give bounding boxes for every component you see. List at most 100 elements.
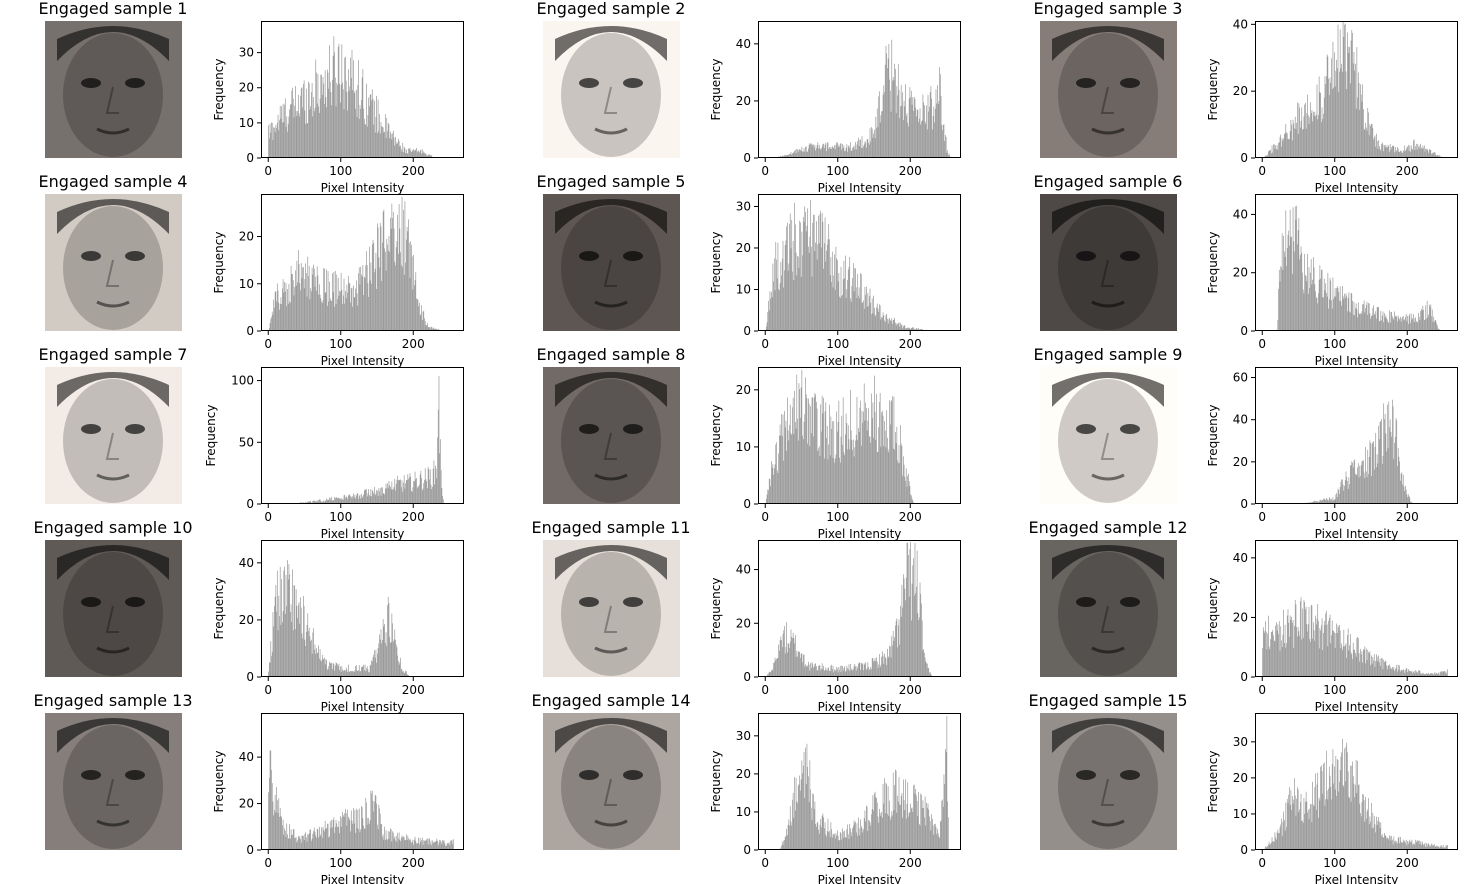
histogram-bar	[881, 412, 882, 504]
histogram-bar	[360, 829, 362, 850]
histogram-bar	[415, 840, 417, 850]
histogram-bar	[408, 477, 410, 504]
histogram-bar	[1344, 23, 1346, 158]
histogram-bar	[1285, 647, 1287, 677]
histogram-bar	[893, 396, 895, 504]
histogram-bar	[426, 481, 428, 504]
histogram-bar	[924, 796, 926, 850]
histogram-bar	[876, 108, 878, 158]
histogram-bar	[315, 59, 317, 158]
histogram-bar	[1302, 820, 1303, 850]
histogram-bar	[420, 842, 422, 850]
histogram-bar	[1349, 46, 1350, 158]
histogram-bar	[845, 255, 846, 331]
y-axis-label: Frequency	[709, 405, 723, 467]
histogram-bar	[1437, 328, 1439, 331]
axes-frame	[1255, 540, 1458, 677]
histogram-bar	[332, 669, 333, 677]
histogram-bar	[1273, 144, 1275, 158]
histogram-bar	[792, 637, 793, 677]
y-tick-label: 20	[1233, 84, 1248, 98]
histogram-bar	[1427, 843, 1429, 850]
histogram-bar	[879, 654, 880, 677]
histogram-bar	[294, 287, 296, 331]
histogram-bar	[858, 146, 860, 158]
histogram-bar	[842, 147, 844, 158]
histogram-bar	[382, 211, 384, 331]
histogram-bar	[1342, 479, 1343, 504]
histogram-bar	[816, 826, 817, 850]
histogram-bar	[872, 137, 874, 158]
histogram-bar	[380, 824, 382, 850]
histogram-bar	[1406, 845, 1408, 850]
histogram-bar	[912, 500, 914, 504]
histogram-bar	[408, 148, 410, 158]
histogram-bar	[1423, 845, 1424, 850]
histogram-bar	[318, 500, 319, 504]
histogram-bar	[1284, 819, 1285, 850]
histogram-bar	[823, 148, 825, 158]
histogram-bar	[1357, 302, 1359, 331]
histogram-bar	[1271, 837, 1273, 850]
histogram-bar	[348, 495, 349, 504]
histogram-bar	[800, 790, 801, 850]
histogram-bar	[310, 106, 312, 158]
sample-title: Engaged sample 4	[38, 172, 188, 191]
histogram-bar	[349, 283, 351, 331]
histogram-bar	[1399, 151, 1400, 158]
histogram-bar	[429, 155, 431, 158]
histogram-bar	[305, 273, 307, 331]
histogram-bar	[334, 306, 335, 331]
histogram-bar	[313, 628, 314, 677]
histogram-bar	[792, 153, 794, 158]
histogram-bar	[1411, 670, 1413, 677]
histogram-bar	[364, 664, 366, 677]
histogram-bar	[1403, 486, 1405, 504]
histogram-bar	[1426, 318, 1427, 331]
axes-frame	[261, 21, 464, 158]
histogram-bar	[1377, 820, 1379, 850]
histogram-bar	[1339, 71, 1340, 158]
histogram-bar	[353, 497, 355, 504]
histogram-bar	[843, 667, 845, 677]
histogram-bar	[906, 486, 908, 504]
histogram-bar	[421, 153, 422, 158]
histogram-bar	[850, 301, 852, 331]
histogram-bar	[884, 653, 885, 677]
histogram-bar	[850, 298, 851, 331]
histogram-bar	[826, 143, 828, 158]
histogram-bar	[355, 495, 357, 504]
histogram-bar	[1289, 245, 1290, 331]
histogram-bar	[882, 783, 884, 850]
histogram-bar	[428, 327, 430, 331]
histogram-bar	[1316, 618, 1318, 677]
histogram-bar	[1406, 147, 1408, 158]
histogram-bar	[356, 117, 358, 158]
histogram-bar	[949, 155, 951, 158]
histogram-bar	[931, 814, 932, 850]
histogram-bar	[813, 436, 814, 504]
histogram-bar	[800, 657, 801, 677]
histogram-bar	[310, 500, 312, 504]
histogram-bar	[424, 152, 425, 158]
histogram-bar	[1348, 292, 1350, 331]
histogram-bar	[855, 670, 857, 677]
histogram-bar	[303, 840, 305, 850]
histogram-bar	[355, 89, 357, 158]
histogram-bar	[834, 838, 836, 850]
histogram-bar	[1273, 640, 1275, 677]
histogram-bar	[1296, 798, 1298, 850]
histogram-bar	[322, 300, 324, 331]
histogram-bar	[1407, 324, 1409, 331]
histogram-bar	[392, 641, 394, 677]
histogram-bar	[905, 328, 907, 331]
histogram-bar	[1363, 794, 1364, 850]
histogram-bar	[335, 497, 337, 504]
histogram-bar	[909, 87, 911, 158]
histogram-bar	[821, 668, 822, 677]
histogram-bar	[1407, 315, 1408, 331]
histogram-bar	[941, 800, 943, 850]
histogram: 0 100 200 0 10 20 30 Pixel Intensity Frequency	[212, 21, 464, 195]
histogram-bar	[1395, 151, 1397, 158]
histogram-bar	[277, 290, 279, 331]
